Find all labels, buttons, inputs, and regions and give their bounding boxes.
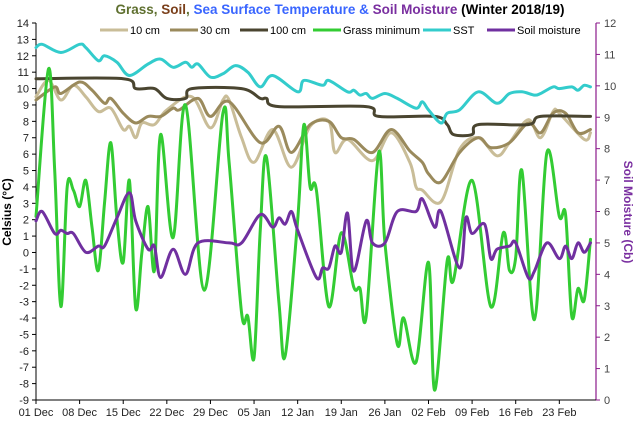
title-part: ,: [186, 2, 194, 17]
y-tick-label: 9: [23, 100, 29, 112]
title-part: Grass,: [115, 2, 161, 17]
y2-tick-label: 0: [604, 395, 610, 407]
title-part: (Winter 2018/19): [461, 2, 564, 17]
x-tick-label: 01 Dec: [19, 407, 54, 419]
y2-tick-label: 1: [604, 364, 610, 376]
y-tick-label: 8: [23, 116, 29, 128]
legend-label-soil-moisture: Soil moisture: [517, 25, 581, 37]
y-tick-label: -8: [19, 379, 29, 391]
y-tick-label: 4: [23, 182, 29, 194]
y2-tick-label: 10: [604, 81, 616, 93]
y-tick-label: -7: [19, 362, 29, 374]
series-line-soil-moisture: [34, 191, 592, 281]
y2-tick-label: 3: [604, 301, 610, 313]
series-line-100-cm: [34, 76, 592, 138]
x-tick-label: 22 Dec: [149, 407, 184, 419]
x-tick-label: 02 Feb: [411, 407, 445, 419]
y2-tick-label: 6: [604, 207, 610, 219]
y2-axis-label: Soil Moisture (Cb): [621, 161, 634, 264]
legend-label-10-cm: 10 cm: [130, 25, 160, 37]
y2-tick-label: 11: [604, 49, 615, 61]
x-tick-label: 15 Dec: [106, 407, 141, 419]
y-tick-label: -5: [19, 329, 29, 341]
x-tick-label: 08 Dec: [62, 407, 97, 419]
x-tick-label: 19 Jan: [325, 407, 358, 419]
y-tick-label: 11: [18, 67, 29, 79]
series-line-10-cm: [34, 78, 592, 205]
y-tick-label: 6: [23, 149, 29, 161]
y-tick-label: 2: [23, 215, 29, 227]
chart-title: Grass, Soil, Sea Surface Temperature & S…: [115, 2, 564, 17]
y-tick-label: -2: [19, 280, 29, 292]
x-tick-label: 29 Dec: [193, 407, 228, 419]
y-tick-label: 0: [23, 247, 29, 259]
y-tick-label: -3: [19, 297, 29, 309]
x-tick-label: 09 Feb: [455, 407, 489, 419]
y-tick-label: -6: [19, 346, 29, 358]
series-lines: [34, 42, 592, 392]
y-axis-label: Celsius (°C): [0, 178, 14, 245]
y-tick-label: -4: [19, 313, 29, 325]
x-tick-label: 12 Jan: [281, 407, 314, 419]
y-tick-label: 13: [17, 34, 29, 46]
x-tick-label: 23 Feb: [542, 407, 576, 419]
y2-tick-label: 9: [604, 112, 610, 124]
legend: 10 cm 30 cm 100 cm Grass minimum SST Soil moi…: [100, 25, 581, 37]
y2-tick-label: 5: [604, 238, 610, 250]
y-tick-label: -1: [19, 264, 29, 276]
y-tick-label: -9: [19, 395, 29, 407]
legend-label-100-cm: 100 cm: [270, 25, 306, 37]
legend-label-30-cm: 30 cm: [200, 25, 230, 37]
y2-tick-label: 4: [604, 269, 610, 281]
series-line-grass-minimum: [34, 67, 592, 392]
y2-tick-label: 7: [604, 175, 610, 187]
title-part: Sea Surface Temperature &: [194, 2, 373, 17]
y-tick-label: 1: [23, 231, 29, 243]
series-line-sst: [34, 42, 592, 125]
y-tick-label: 10: [17, 84, 29, 96]
y-tick-label: 5: [23, 166, 29, 178]
y-tick-label: 7: [23, 133, 29, 145]
y2-tick-label: 8: [604, 144, 610, 156]
y2-tick-label: 12: [604, 18, 616, 30]
legend-label-grass-minimum: Grass minimum: [343, 25, 420, 37]
y-tick-label: 3: [23, 198, 29, 210]
series-line-30-cm: [34, 80, 592, 185]
title-part: Soil: [161, 2, 186, 17]
y-tick-label: 14: [17, 18, 29, 30]
y2-tick-label: 2: [604, 332, 610, 344]
x-tick-label: 26 Jan: [368, 407, 401, 419]
y-tick-label: 12: [17, 51, 29, 63]
title-part: Soil Moisture: [373, 2, 462, 17]
legend-label-sst: SST: [453, 25, 475, 37]
x-tick-label: 16 Feb: [499, 407, 533, 419]
x-tick-label: 05 Jan: [238, 407, 271, 419]
x-axis: 01 Dec 08 Dec 15 Dec 22 Dec 29 Dec 05 Jan 12 J…: [19, 399, 596, 419]
